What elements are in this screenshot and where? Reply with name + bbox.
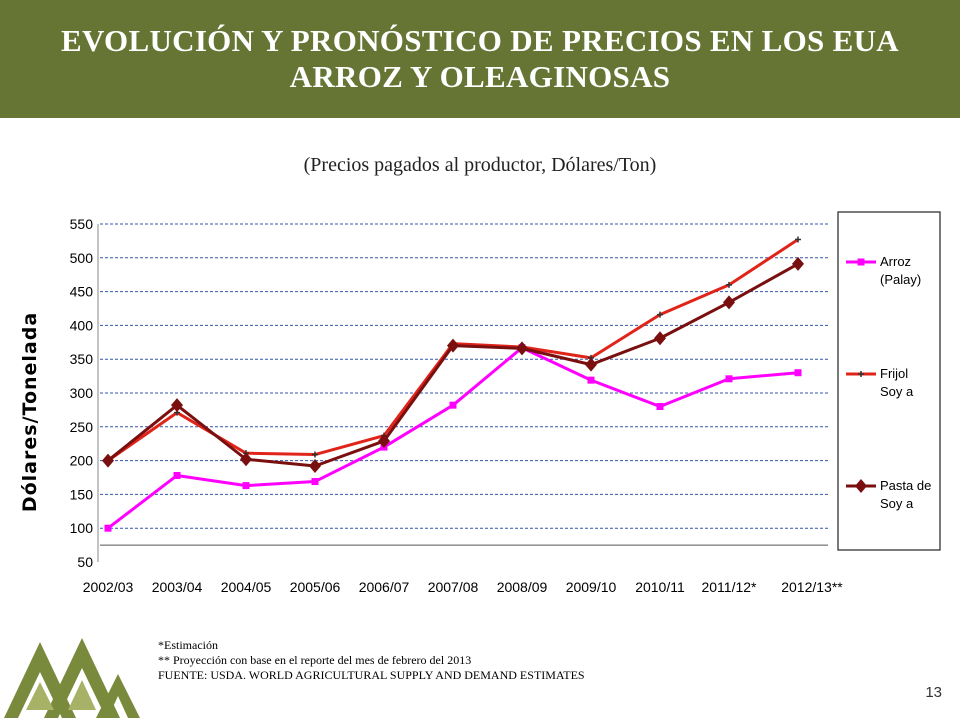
data-point (587, 376, 595, 384)
x-tick-label: 2004/05 (221, 579, 272, 595)
series-line (107, 346, 799, 530)
series-line (107, 262, 799, 468)
data-point (855, 479, 867, 493)
data-point (795, 236, 801, 243)
y-tick-label: 300 (70, 385, 94, 401)
title-banner: EVOLUCIÓN Y PRONÓSTICO DE PRECIOS EN LOS… (0, 0, 960, 118)
legend: Arroz (Palay) Frijol Soy a Pasta de Soy a (837, 211, 941, 551)
legend-label: Arroz (880, 254, 911, 269)
x-tick-label: 2005/06 (290, 579, 341, 595)
data-point (311, 478, 319, 486)
data-point (516, 341, 528, 356)
data-point (656, 403, 664, 411)
series-layer (102, 236, 804, 532)
data-point (173, 471, 181, 479)
x-tick-label: 2002/03 (83, 579, 134, 595)
data-point (171, 398, 183, 413)
data-point (585, 357, 597, 372)
data-point (723, 295, 735, 310)
y-tick-label: 550 (70, 216, 94, 232)
chart-subtitle: (Precios pagados al productor, Dólares/T… (303, 154, 657, 176)
data-point (309, 459, 321, 474)
legend-item-1: Arroz (Palay) (846, 254, 921, 287)
data-point (857, 258, 865, 266)
data-point (378, 433, 390, 448)
data-point (240, 452, 252, 467)
y-tick-label: 400 (70, 317, 94, 333)
legend-label: Soy a (880, 384, 914, 399)
footnote-estimate: *Estimación (158, 638, 218, 652)
series-1 (104, 344, 802, 532)
legend-label: Pasta de (880, 478, 931, 493)
legend-item-2: Frijol Soy a (846, 366, 914, 399)
y-tick-label: 100 (70, 520, 94, 536)
x-tick-label: 2010/11 (635, 579, 685, 595)
x-tick-label: 2011/12* (701, 579, 757, 595)
footnote-source: FUENTE: USDA. WORLD AGRICULTURAL SUPPLY … (158, 668, 585, 682)
data-point (726, 281, 732, 288)
data-point (104, 524, 112, 532)
data-point (312, 451, 318, 458)
y-axis-ticks: 50 100 150 200 250 300 350 400 450 500 550 (70, 216, 94, 570)
grid-lines (97, 223, 828, 562)
slide-title-line-2: ARROZ Y OLEAGINOSAS (289, 59, 671, 94)
legend-label: Soy a (880, 496, 914, 511)
y-tick-label: 150 (70, 486, 94, 502)
x-tick-label: 2003/04 (152, 579, 203, 595)
y-tick-label: 50 (77, 554, 93, 570)
y-tick-label: 250 (70, 419, 94, 435)
legend-item-3: Pasta de Soy a (846, 478, 931, 511)
data-point (654, 331, 666, 346)
x-tick-label: 2009/10 (566, 579, 617, 595)
data-point (858, 371, 864, 377)
series-3 (102, 256, 804, 474)
y-tick-label: 450 (70, 284, 94, 300)
data-point (794, 369, 802, 377)
data-point (725, 375, 733, 383)
data-point (102, 453, 114, 468)
footnotes: *Estimación ** Proyección con base en el… (158, 638, 585, 683)
organization-logo (4, 638, 140, 718)
data-point (657, 311, 663, 318)
footnote-projection: ** Proyección con base en el reporte del… (158, 653, 472, 667)
y-tick-label: 200 (70, 453, 94, 469)
slide-title-line-1: EVOLUCIÓN Y PRONÓSTICO DE PRECIOS EN LOS… (61, 23, 899, 58)
legend-box (837, 211, 941, 551)
data-point (792, 256, 804, 271)
y-axis-label: Dólares/Tonelada (19, 312, 41, 512)
x-tick-label: 2008/09 (497, 579, 548, 595)
legend-label: Frijol (880, 366, 908, 381)
x-axis-ticks: 2002/03 2003/04 2004/05 2005/06 2006/07 2007/… (83, 579, 844, 595)
data-point (449, 401, 457, 409)
x-tick-label: 2012/13** (781, 579, 843, 595)
x-tick-label: 2006/07 (359, 579, 410, 595)
page-number: 13 (925, 684, 942, 701)
legend-label: (Palay) (880, 272, 921, 287)
y-tick-label: 350 (70, 351, 94, 367)
x-tick-label: 2007/08 (428, 579, 479, 595)
data-point (447, 338, 459, 353)
data-point (242, 482, 250, 490)
y-tick-label: 500 (70, 250, 94, 266)
